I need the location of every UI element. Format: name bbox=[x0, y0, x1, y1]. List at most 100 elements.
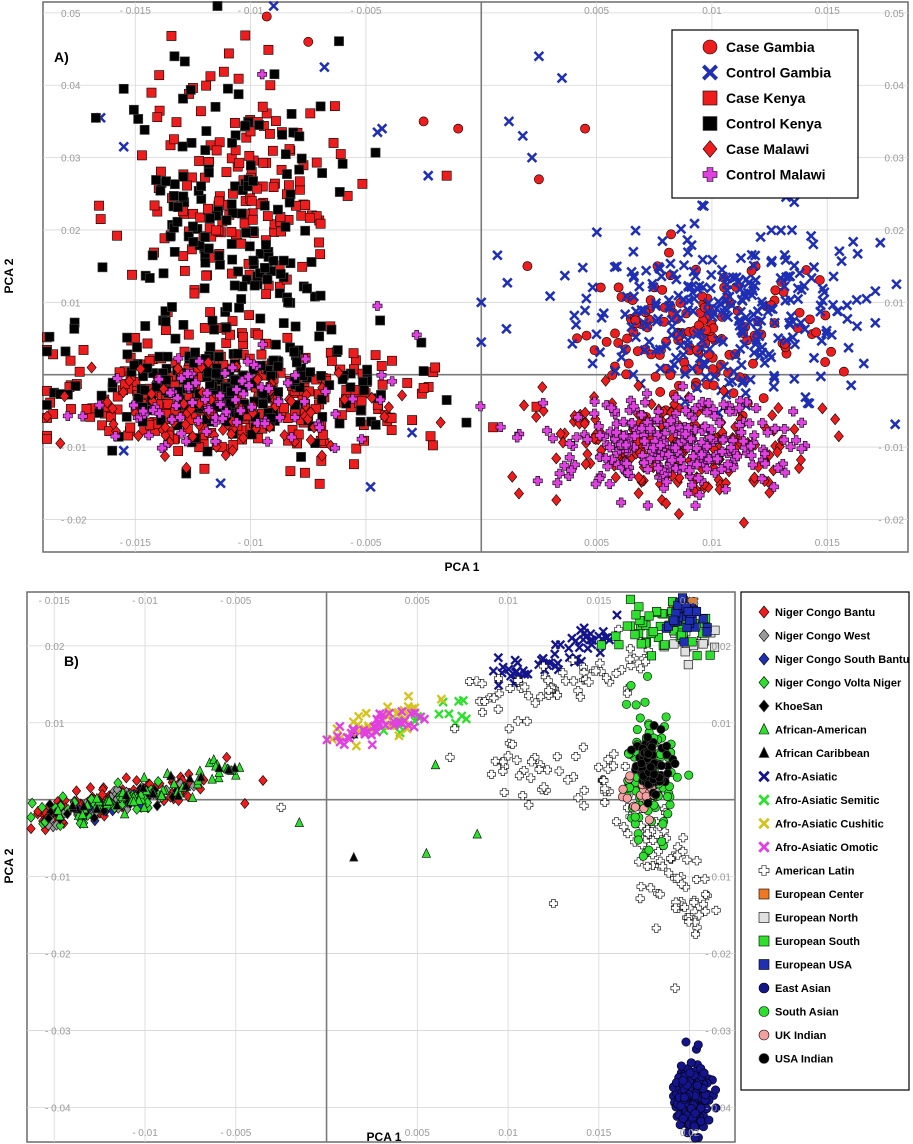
control-malawi-point bbox=[237, 376, 247, 386]
case-gambia-point bbox=[758, 393, 769, 404]
afro-asiatic-point bbox=[612, 610, 622, 620]
case-kenya-point bbox=[335, 149, 346, 159]
european-usa-point bbox=[692, 607, 702, 617]
control-malawi-point bbox=[718, 434, 728, 445]
control-gambia-point bbox=[875, 237, 886, 248]
case-malawi-point bbox=[795, 453, 806, 466]
case-gambia-point bbox=[701, 325, 712, 335]
control-kenya-point bbox=[300, 225, 311, 236]
control-malawi-point bbox=[210, 436, 221, 447]
control-gambia-point bbox=[616, 351, 627, 363]
control-gambia-point bbox=[654, 344, 666, 355]
control-malawi-point bbox=[330, 443, 340, 454]
case-malawi-point bbox=[633, 379, 644, 392]
legend-label: European Center bbox=[775, 889, 864, 901]
usa-indian-point bbox=[643, 732, 653, 742]
case-gambia-point bbox=[613, 282, 624, 293]
afro-asiatic-point bbox=[587, 635, 598, 646]
control-kenya-point bbox=[151, 175, 161, 185]
control-gambia-point bbox=[652, 313, 664, 325]
american-latin-point bbox=[623, 829, 633, 839]
control-malawi-point bbox=[602, 461, 613, 472]
american-latin-point bbox=[573, 793, 583, 803]
case-gambia-point bbox=[580, 123, 590, 134]
control-malawi-point bbox=[621, 458, 632, 469]
case-kenya-point bbox=[173, 446, 184, 456]
case-kenya-point bbox=[152, 112, 163, 122]
american-latin-point bbox=[538, 661, 548, 671]
african-american-point bbox=[156, 789, 167, 800]
control-malawi-point bbox=[722, 459, 733, 470]
niger-congo-volta-niger-point bbox=[37, 801, 47, 813]
case-gambia-point bbox=[418, 116, 429, 127]
control-kenya-point bbox=[249, 280, 260, 291]
control-kenya-point bbox=[316, 394, 327, 405]
african-american-point bbox=[169, 778, 179, 789]
american-latin-point bbox=[514, 771, 524, 781]
south-asian-point bbox=[631, 700, 641, 710]
control-kenya-point bbox=[211, 368, 222, 379]
control-gambia-point bbox=[891, 278, 902, 290]
control-gambia-point bbox=[786, 224, 798, 236]
control-gambia-point bbox=[836, 255, 847, 267]
control-malawi-point bbox=[777, 458, 788, 469]
east-asian-point bbox=[690, 1108, 700, 1118]
american-latin-point bbox=[561, 676, 571, 686]
control-kenya-point bbox=[227, 138, 237, 148]
control-kenya-point bbox=[286, 109, 297, 119]
case-kenya-point bbox=[300, 467, 310, 478]
control-gambia-point bbox=[815, 300, 826, 311]
control-gambia-point bbox=[692, 283, 704, 295]
african-caribbean-point bbox=[79, 800, 89, 811]
control-gambia-point bbox=[718, 361, 730, 372]
american-latin-point bbox=[608, 761, 618, 771]
control-malawi-point bbox=[512, 432, 523, 443]
control-kenya-point bbox=[204, 213, 215, 224]
case-gambia-point bbox=[581, 330, 592, 341]
usa-indian-point bbox=[656, 761, 666, 771]
control-malawi-point bbox=[259, 418, 270, 429]
case-malawi-point bbox=[158, 383, 169, 396]
control-kenya-point bbox=[258, 398, 268, 409]
american-latin-point bbox=[622, 688, 632, 698]
case-malawi-point bbox=[673, 507, 684, 520]
control-malawi-point bbox=[230, 394, 241, 405]
tick-label: 0.02 bbox=[61, 226, 81, 237]
case-malawi-point bbox=[118, 386, 129, 399]
case-gambia-point bbox=[621, 369, 632, 380]
south-asian-point bbox=[626, 681, 636, 691]
control-kenya-point bbox=[199, 283, 210, 294]
control-gambia-point bbox=[794, 267, 805, 279]
control-gambia-point bbox=[639, 344, 651, 356]
control-malawi-point bbox=[779, 434, 789, 445]
tick-label: 0.015 bbox=[815, 538, 840, 549]
american-latin-point bbox=[477, 707, 487, 717]
case-malawi-point bbox=[580, 458, 591, 471]
south-asian-point bbox=[621, 699, 631, 709]
control-gambia-point bbox=[650, 300, 662, 312]
panel-b-frame bbox=[26, 591, 736, 1143]
east-asian-point bbox=[678, 1113, 688, 1123]
legend-afro-asiatic-cushitic-icon bbox=[758, 817, 770, 830]
control-gambia-point bbox=[743, 277, 754, 289]
usa-indian-point bbox=[662, 741, 672, 751]
legend-label: Niger Congo Bantu bbox=[775, 607, 875, 619]
case-malawi-point bbox=[108, 418, 119, 431]
case-kenya-point bbox=[265, 80, 276, 91]
control-gambia-point bbox=[722, 311, 734, 323]
case-gambia-point bbox=[522, 261, 533, 272]
american-latin-point bbox=[670, 983, 680, 993]
legend-uk-indian-icon bbox=[758, 1029, 770, 1041]
case-kenya-point bbox=[238, 331, 248, 342]
african-caribbean-point bbox=[92, 803, 102, 814]
case-kenya-point bbox=[221, 167, 232, 177]
control-malawi-point bbox=[738, 436, 749, 447]
uk-indian-point bbox=[625, 771, 635, 781]
case-malawi-point bbox=[600, 374, 611, 387]
control-kenya-point bbox=[179, 56, 190, 67]
control-gambia-point bbox=[779, 281, 790, 292]
control-malawi-point bbox=[570, 459, 580, 470]
case-kenya-point bbox=[265, 128, 275, 139]
control-malawi-point bbox=[273, 396, 284, 407]
case-malawi-point bbox=[833, 430, 844, 443]
